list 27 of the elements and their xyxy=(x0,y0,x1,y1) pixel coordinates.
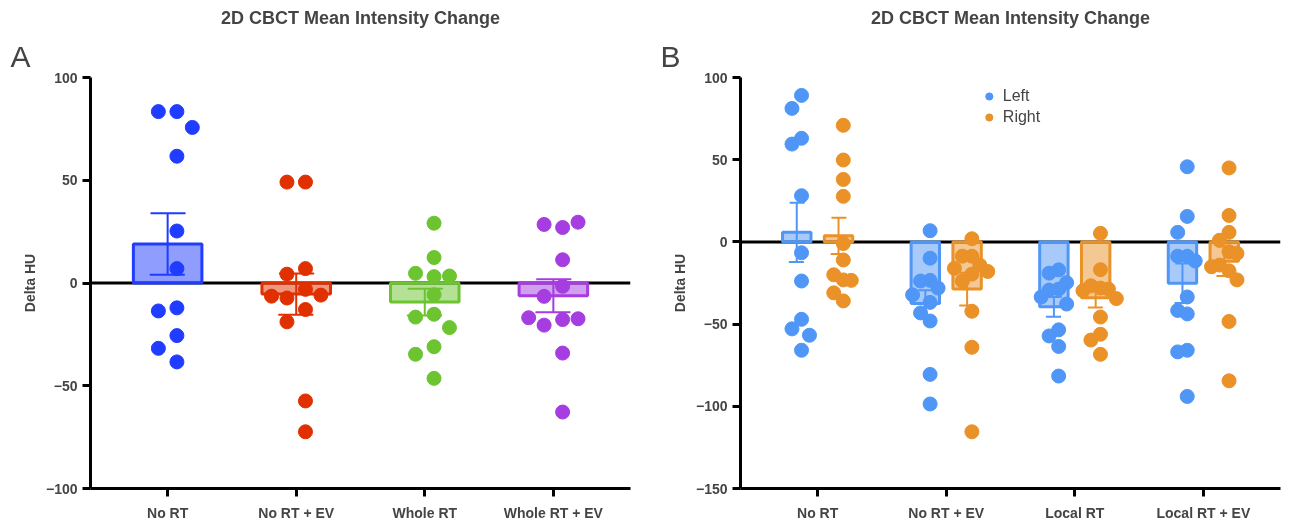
y-tick-label: −100 xyxy=(45,480,78,497)
chart-title: 2D CBCT Mean Intensity Change xyxy=(220,7,501,28)
x-tick-label: Whole RT xyxy=(392,504,458,521)
chart-title: 2D CBCT Mean Intensity Change xyxy=(870,7,1151,28)
y-tick-label: −50 xyxy=(53,377,78,394)
x-tick-label: Local RT + EV xyxy=(1156,504,1251,521)
y-tick-label: 0 xyxy=(719,233,728,250)
y-tick-label: 100 xyxy=(54,69,78,86)
legend-label: Right xyxy=(1002,108,1041,126)
y-tick-label: 50 xyxy=(61,172,78,189)
text: B xyxy=(660,39,681,73)
x-tick-label: Whole RT + EV xyxy=(503,504,604,521)
y-axis-title: Delta HU xyxy=(671,253,688,313)
y-tick-label: −50 xyxy=(703,316,728,333)
text: A xyxy=(10,39,31,73)
x-tick-label: No RT xyxy=(797,504,839,521)
x-tick-label: Local RT xyxy=(1045,504,1105,521)
x-tick-label: No RT + EV xyxy=(258,504,335,521)
y-tick-label: 100 xyxy=(704,69,728,86)
y-tick-label: −150 xyxy=(695,480,728,497)
y-tick-label: −100 xyxy=(695,398,728,415)
x-tick-label: No RT xyxy=(147,504,189,521)
legend-label: Left xyxy=(1002,87,1030,105)
y-tick-label: 0 xyxy=(69,275,78,291)
x-tick-label: No RT + EV xyxy=(908,504,985,521)
y-tick-label: 50 xyxy=(711,151,728,168)
y-axis-title: Delta HU xyxy=(21,253,38,313)
